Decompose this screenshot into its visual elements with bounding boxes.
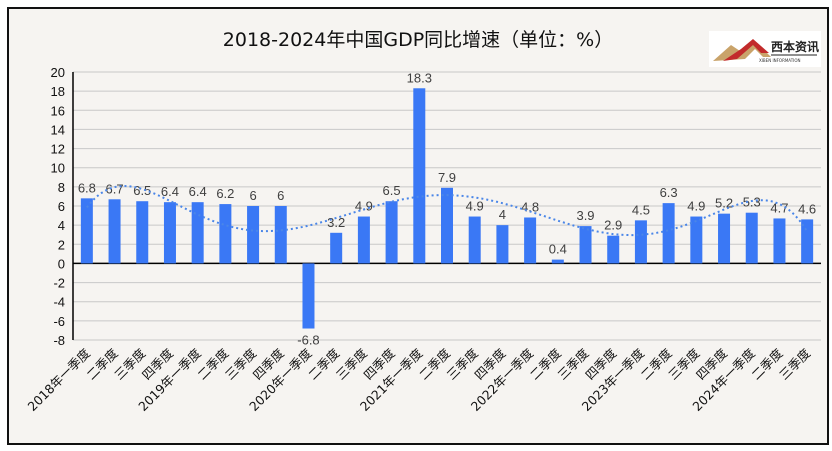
bar	[191, 202, 204, 264]
data-label: 6.4	[161, 184, 179, 199]
y-tick-label: 8	[58, 180, 65, 195]
y-tick-label: 18	[51, 84, 65, 99]
bar	[441, 187, 453, 264]
bar	[718, 213, 731, 264]
data-label: 5.3	[743, 195, 761, 210]
bar	[357, 216, 370, 264]
bar	[524, 217, 537, 264]
data-label: 3.2	[327, 215, 345, 230]
bar	[413, 88, 426, 264]
data-label: 3.9	[576, 208, 594, 223]
bar	[801, 219, 814, 264]
y-tick-label: 6	[58, 199, 65, 214]
y-tick-label: -2	[53, 276, 65, 291]
bar	[302, 263, 315, 329]
svg-text:西本资讯: 西本资讯	[771, 39, 819, 54]
y-tick-label: 20	[51, 65, 65, 80]
data-label: 18.3	[407, 70, 432, 85]
y-tick-label: -8	[53, 333, 65, 348]
bar	[496, 225, 509, 264]
data-label: 4.9	[466, 199, 484, 214]
y-tick-label: 10	[51, 161, 65, 176]
data-label: 4.9	[355, 199, 373, 214]
data-label: 6.8	[78, 180, 96, 195]
bar	[163, 202, 176, 264]
y-tick-label: 16	[51, 103, 65, 118]
data-label: -6.8	[297, 333, 319, 348]
data-label: 6	[277, 188, 284, 203]
bar	[330, 232, 343, 264]
bar	[136, 201, 149, 264]
chart-title: 2018-2024年中国GDP同比增速（单位：%）	[222, 29, 614, 51]
x-tick-label: 三季度	[776, 345, 813, 382]
data-label: 4.9	[687, 199, 705, 214]
svg-text:XIBEN INFORMATION: XIBEN INFORMATION	[759, 58, 801, 63]
y-tick-label: -4	[53, 295, 65, 310]
data-label: 6.5	[383, 183, 401, 198]
bar	[80, 198, 93, 264]
y-tick-label: 0	[58, 256, 65, 271]
bar	[690, 216, 703, 264]
data-label: 6.5	[133, 183, 151, 198]
y-tick-label: 14	[51, 122, 65, 137]
data-label: 7.9	[438, 170, 456, 185]
data-label: 6	[249, 188, 256, 203]
bar	[385, 201, 398, 264]
bar	[108, 199, 121, 264]
data-label: 4.6	[798, 201, 816, 216]
bar	[551, 259, 564, 264]
x-tick-label: 2018年一季度	[25, 345, 94, 414]
y-tick-label: -6	[53, 314, 65, 329]
bar	[607, 235, 620, 264]
bar	[773, 218, 786, 264]
data-label: 6.7	[106, 181, 124, 196]
bar	[247, 206, 260, 264]
y-tick-label: 4	[58, 218, 65, 233]
y-tick-label: 2	[58, 237, 65, 252]
bar	[274, 206, 287, 264]
bar	[662, 203, 675, 264]
bar	[634, 220, 647, 264]
data-label: 0.4	[549, 242, 567, 257]
bar	[219, 204, 232, 264]
data-label: 2.9	[604, 218, 622, 233]
bar	[468, 216, 481, 264]
bar	[745, 212, 758, 264]
data-label: 4.7	[770, 200, 788, 215]
data-label: 6.3	[660, 185, 678, 200]
data-label: 6.4	[189, 184, 207, 199]
trendline	[86, 184, 808, 237]
data-label: 4	[499, 207, 506, 222]
data-label: 6.2	[216, 186, 234, 201]
y-tick-label: 12	[51, 142, 65, 157]
xiben-logo: 西本资讯 XIBEN INFORMATION	[709, 31, 821, 67]
bar	[579, 226, 592, 264]
data-label: 4.5	[632, 202, 650, 217]
data-label: 5.2	[715, 196, 733, 211]
